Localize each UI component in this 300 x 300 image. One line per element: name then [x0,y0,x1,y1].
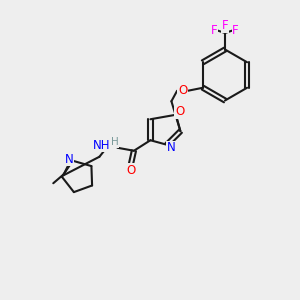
Text: O: O [126,164,136,177]
Text: O: O [175,105,184,118]
Text: N: N [167,141,176,154]
Text: F: F [211,23,218,37]
Text: F: F [222,19,228,32]
Text: N: N [65,153,74,166]
Text: F: F [232,23,239,37]
Text: H: H [111,137,119,147]
Text: O: O [178,84,187,97]
Text: NH: NH [92,139,110,152]
